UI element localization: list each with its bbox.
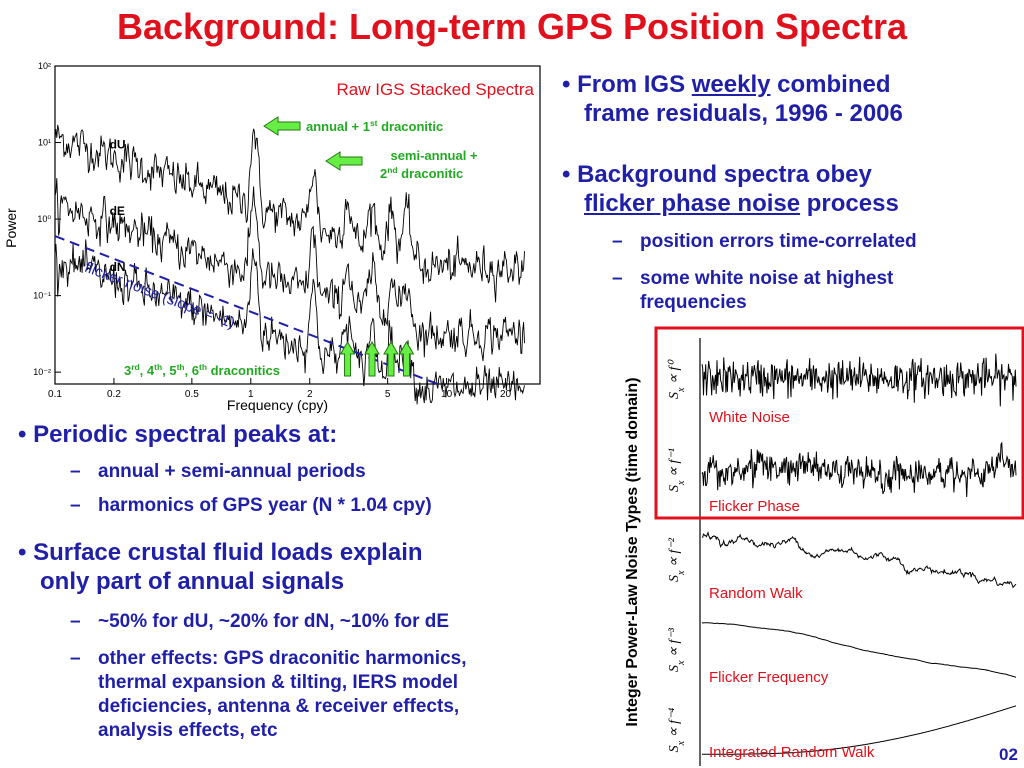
- bullet-periodic-peaks: • Periodic spectral peaks at:: [18, 421, 338, 448]
- noise-panel-title: Integer Power-Law Noise Types (time doma…: [624, 377, 641, 726]
- noise-psd-label: Sx ∝ f⁻³: [667, 627, 687, 672]
- sub-bullet-text: frequencies: [640, 292, 747, 313]
- dash-marker: –: [70, 611, 81, 632]
- sub-bullet-harmonics: – harmonics of GPS year (N * 1.04 cpy): [70, 494, 432, 518]
- sub-bullet-other-effects: – other effects: GPS draconitic harmonics…: [70, 647, 466, 743]
- x-axis-label: Frequency (cpy): [227, 397, 328, 413]
- dash-marker: –: [612, 231, 623, 252]
- x-tick-label: 1: [248, 389, 254, 400]
- noise-series-integrated-random-walk: [702, 705, 1017, 755]
- sub-bullet-text: some white noise at highest: [640, 268, 894, 289]
- draconitic-arrow: [398, 341, 415, 377]
- spectrum-line-du: [54, 124, 525, 303]
- noise-series-flicker-frequency: [701, 622, 1017, 678]
- bullet-underline: weekly: [691, 71, 771, 98]
- spectra-chart-title: Raw IGS Stacked Spectra: [337, 80, 535, 99]
- y-axis-label: Power: [3, 208, 19, 248]
- x-tick-label: 10: [441, 389, 453, 400]
- y-tick-label: 10⁻²: [33, 367, 51, 377]
- draconitic-arrow: [364, 341, 380, 377]
- sub-bullet-annual: – annual + semi-annual periods: [70, 460, 366, 484]
- x-tick-label: 0.2: [107, 389, 121, 400]
- x-tick-label: 20: [500, 389, 512, 400]
- spectra-plot-frame: [54, 65, 541, 385]
- noise-series-white-noise: [701, 353, 1017, 407]
- sub-bullet-text: deficiencies, antenna & receiver effects…: [98, 696, 460, 717]
- slide-number: 02: [999, 745, 1018, 764]
- bullet-text: frame residuals, 1996 - 2006: [584, 100, 903, 127]
- x-tick-label: 2: [307, 389, 313, 400]
- bullet-igs-weekly: • From IGS weekly combined frame residua…: [562, 70, 903, 128]
- noise-psd-label: Sx ∝ f⁻¹: [667, 448, 687, 492]
- semi-annual-peak-arrow: [325, 151, 363, 171]
- annual-peak-label: annual + 1st draconitic: [306, 118, 443, 134]
- noise-psd-label: Sx ∝ f⁰: [667, 359, 687, 399]
- spectrum-line-dn: [54, 239, 525, 405]
- dash-marker: –: [70, 495, 81, 516]
- sub-bullet-time-correlated: – position errors time-correlated: [612, 230, 917, 254]
- bullet-text: only part of annual signals: [40, 568, 345, 595]
- draconitic-arrow: [339, 341, 356, 377]
- y-tick-label: 10⁻¹: [33, 291, 51, 301]
- bullet-underline: flicker phase noise: [584, 190, 801, 217]
- semi-annual-peak-label-2: 2nd draconitic: [380, 165, 463, 181]
- sub-bullet-text: position errors time-correlated: [640, 231, 917, 252]
- flicker-noise-dashed-line: [54, 235, 438, 385]
- series-label-dn: dN: [110, 260, 126, 274]
- sub-bullet-text: other effects: GPS draconitic harmonics,: [98, 648, 467, 669]
- series-label-de: dE: [110, 204, 125, 218]
- noise-series-flicker-phase: [701, 441, 1017, 498]
- dash-marker: –: [70, 648, 81, 669]
- dash-marker: –: [70, 461, 81, 482]
- draconitics-label: 3rd, 4th, 5th, 6th draconitics: [124, 362, 280, 378]
- noise-series-random-walk: [701, 531, 1017, 589]
- sub-bullet-text: harmonics of GPS year (N * 1.04 cpy): [98, 495, 432, 516]
- y-tick-label: 10¹: [38, 138, 51, 148]
- spectrum-line-de: [54, 178, 525, 362]
- bullet-flicker-process: • Background spectra obey flicker phase …: [562, 160, 899, 218]
- noise-series-label: Random Walk: [709, 585, 803, 602]
- annual-peak-arrow: [263, 116, 301, 136]
- noise-psd-label: Sx ∝ f⁻⁴: [667, 708, 687, 753]
- noise-series-label: Integrated Random Walk: [709, 744, 875, 761]
- dash-marker: –: [612, 268, 623, 289]
- x-tick-label: 0.1: [48, 389, 62, 400]
- noise-series-label: White Noise: [709, 409, 790, 426]
- bullet-text: • Surface crustal fluid loads explain: [18, 539, 423, 566]
- y-tick-label: 10²: [38, 61, 51, 71]
- x-tick-label: 5: [385, 389, 391, 400]
- sub-bullet-text: thermal expansion & tilting, IERS model: [98, 672, 458, 693]
- y-tick-label: 10⁰: [37, 214, 51, 224]
- highlight-box: [654, 326, 1024, 520]
- bullet-text: • Background spectra obey: [562, 161, 872, 188]
- slide-title: Background: Long-term GPS Position Spect…: [116, 6, 908, 47]
- noise-psd-label: Sx ∝ f⁻²: [667, 537, 687, 582]
- sub-bullet-white-noise: – some white noise at highest frequencies: [612, 267, 893, 315]
- noise-series-label: Flicker Frequency: [709, 669, 829, 686]
- bullet-text: • From IGS: [562, 71, 692, 98]
- x-tick-label: 0.5: [185, 389, 199, 400]
- bullet-text: process: [800, 190, 899, 217]
- noise-series-label: Flicker Phase: [709, 498, 800, 515]
- bullet-crustal-loads: • Surface crustal fluid loads explain on…: [18, 538, 423, 596]
- semi-annual-peak-label: semi-annual +: [390, 148, 477, 163]
- series-label-du: dU: [110, 137, 126, 151]
- sub-bullet-text: analysis effects, etc: [98, 720, 278, 741]
- sub-bullet-percentages: – ~50% for dU, ~20% for dN, ~10% for dE: [70, 610, 449, 634]
- draconitic-arrow: [383, 341, 399, 377]
- sub-bullet-text: annual + semi-annual periods: [98, 461, 366, 482]
- sub-bullet-text: ~50% for dU, ~20% for dN, ~10% for dE: [98, 611, 450, 632]
- bullet-text: combined: [770, 71, 891, 98]
